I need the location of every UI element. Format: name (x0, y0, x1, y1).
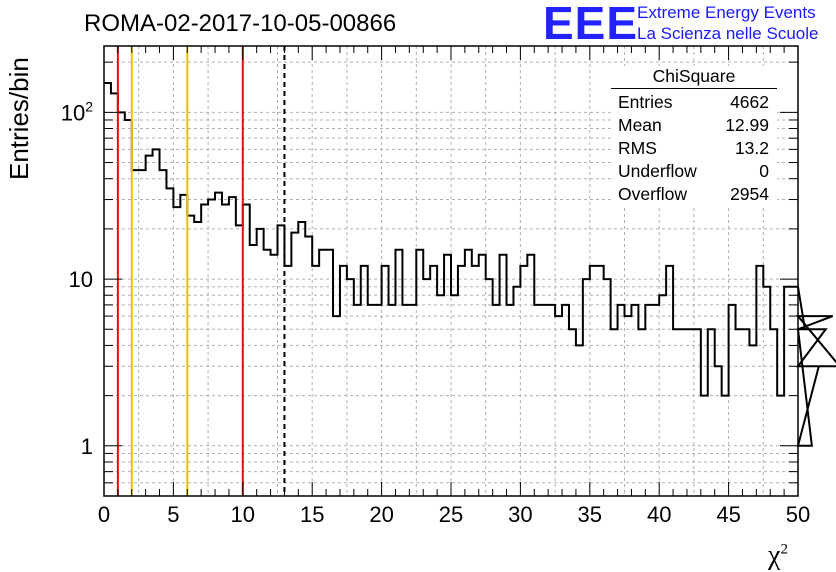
histogram-series (104, 81, 836, 447)
stats-value: 0 (759, 161, 769, 181)
stats-label: Mean (618, 115, 662, 135)
x-tick-label: 10 (231, 502, 255, 527)
y-tick-label: 102 (61, 98, 93, 125)
x-axis-label: χ2 (768, 540, 788, 571)
logo-subtitle-line1: Extreme Energy Events (637, 3, 816, 22)
stats-label: Overflow (618, 184, 688, 204)
stats-label: RMS (618, 138, 657, 158)
stats-row-mean: Mean 12.99 (611, 114, 777, 137)
y-tick-label: 1 (81, 434, 93, 459)
stats-value: 12.99 (725, 115, 769, 135)
eee-logo: EEE (543, 0, 639, 49)
stats-label: Entries (618, 92, 673, 112)
stats-row-rms: RMS 13.2 (611, 137, 777, 160)
x-tick-label: 5 (167, 502, 179, 527)
stats-row-underflow: Underflow 0 (611, 160, 777, 183)
x-tick-label: 30 (508, 502, 532, 527)
stats-row-entries: Entries 4662 (611, 91, 777, 114)
stats-title: ChiSquare (611, 66, 777, 89)
x-tick-label: 50 (786, 502, 810, 527)
x-tick-label: 20 (369, 502, 393, 527)
stats-row-overflow: Overflow 2954 (611, 183, 777, 206)
stats-value: 13.2 (734, 138, 769, 158)
x-tick-label: 25 (439, 502, 463, 527)
y-tick-label: 10 (69, 267, 93, 292)
stats-box: ChiSquare Entries 4662 Mean 12.99 RMS 13… (611, 66, 777, 206)
chart-title: ROMA-02-2017-10-05-00866 (84, 10, 397, 37)
x-tick-label: 15 (300, 502, 324, 527)
stats-value: 2954 (730, 184, 769, 204)
x-tick-label: 40 (647, 502, 671, 527)
stats-value: 4662 (730, 92, 769, 112)
stats-label: Underflow (618, 161, 697, 181)
x-tick-label: 0 (98, 502, 110, 527)
x-tick-label: 45 (716, 502, 740, 527)
x-tick-label: 35 (578, 502, 602, 527)
logo-subtitle-line2: La Scienza nelle Scuole (637, 24, 819, 43)
